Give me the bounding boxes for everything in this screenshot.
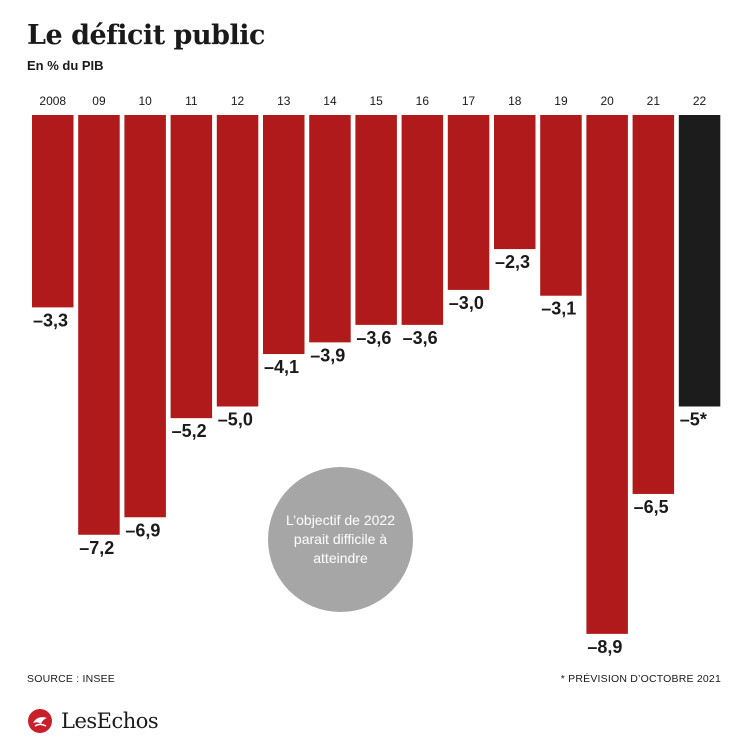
value-label: –6,5 <box>634 497 669 517</box>
forecast-bar <box>678 115 721 407</box>
value-label: –6,9 <box>125 520 160 540</box>
deficit-bar <box>401 115 444 325</box>
deficit-bar <box>216 115 259 407</box>
value-label: –8,9 <box>587 637 622 657</box>
x-tick-label: 09 <box>92 94 106 108</box>
value-label: –7,2 <box>79 538 114 558</box>
value-label: –5,2 <box>172 421 207 441</box>
value-label: –3,9 <box>310 345 345 365</box>
deficit-bar <box>494 115 536 250</box>
x-tick-label: 13 <box>277 94 291 108</box>
x-tick-label: 22 <box>693 94 707 108</box>
value-label: –3,0 <box>449 293 484 313</box>
x-tick-label: 19 <box>554 94 568 108</box>
logo-icon <box>28 709 52 733</box>
logo-wordmark: LesEchos <box>61 709 159 733</box>
les-echos-logo: LesEchos <box>27 708 159 734</box>
value-label: –3,6 <box>403 328 438 348</box>
x-tick-label: 17 <box>462 94 476 108</box>
chart-subtitle: En % du PIB <box>27 58 104 73</box>
source-note: SOURCE : INSEE <box>27 673 115 685</box>
annotation-bubble: L’objectif de 2022 parait difficile à at… <box>268 467 413 612</box>
chart-title: Le déficit public <box>27 20 265 51</box>
x-tick-label: 15 <box>369 94 383 108</box>
annotation-text: L’objectif de 2022 parait difficile à at… <box>286 512 395 566</box>
x-tick-label: 12 <box>231 94 245 108</box>
deficit-bar <box>32 115 74 308</box>
value-label: –3,6 <box>356 328 391 348</box>
x-tick-label: 16 <box>416 94 430 108</box>
value-label: –4,1 <box>264 357 299 377</box>
deficit-bar <box>540 115 582 296</box>
deficit-bar <box>263 115 305 355</box>
deficit-bar <box>124 115 166 518</box>
value-label: –3,3 <box>33 310 68 330</box>
deficit-bar <box>170 115 213 419</box>
deficit-bar <box>632 115 675 494</box>
x-tick-label: 14 <box>323 94 337 108</box>
value-label: –2,3 <box>495 252 530 272</box>
x-tick-label: 2008 <box>39 94 66 108</box>
value-label: –3,1 <box>541 299 576 319</box>
x-tick-label: 21 <box>647 94 661 108</box>
x-tick-label: 10 <box>138 94 152 108</box>
x-tick-label: 11 <box>185 94 198 108</box>
deficit-bar <box>309 115 351 343</box>
deficit-bar <box>78 115 120 535</box>
value-label: –5* <box>680 410 707 430</box>
x-tick-label: 18 <box>508 94 522 108</box>
deficit-bar <box>355 115 397 325</box>
forecast-footnote: * PRÉVISION D’OCTOBRE 2021 <box>560 673 721 685</box>
deficit-bar <box>447 115 490 290</box>
value-label: –5,0 <box>218 410 253 430</box>
deficit-bar <box>586 115 628 634</box>
x-tick-label: 20 <box>600 94 614 108</box>
